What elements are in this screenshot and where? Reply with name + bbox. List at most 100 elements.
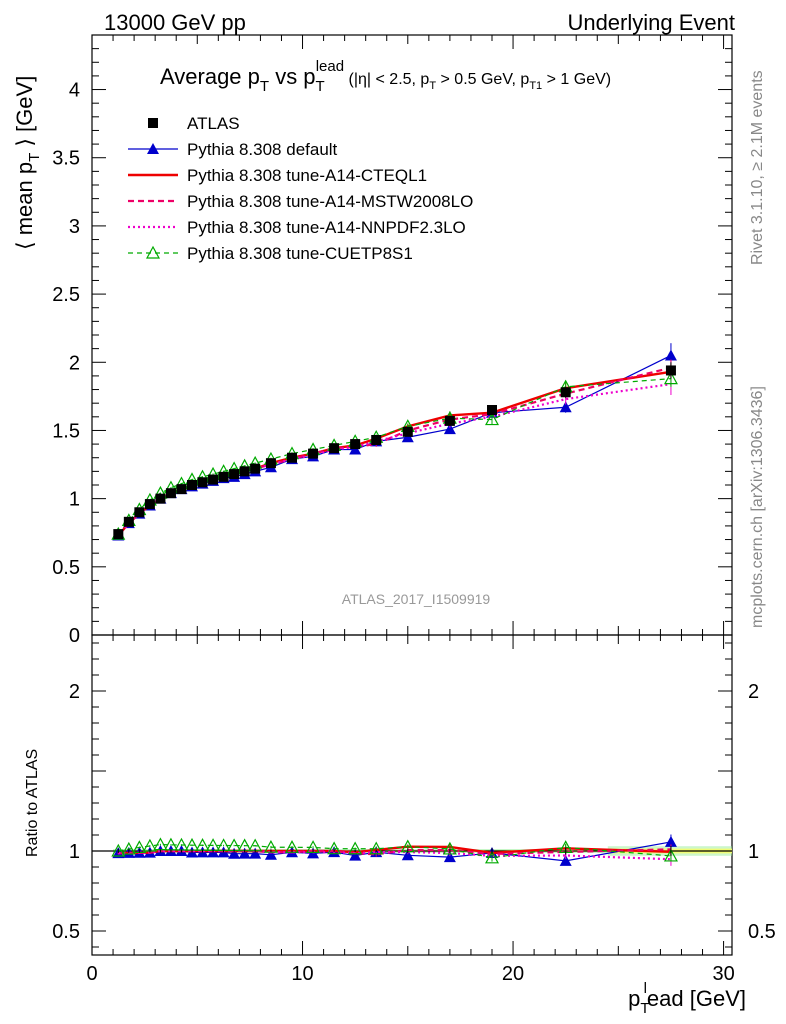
ratio-point-default — [249, 847, 262, 859]
ratio-point-cuetp — [348, 841, 363, 855]
title-vs: vs p — [269, 64, 315, 89]
title-cuts-sub2: T1 — [529, 80, 542, 92]
point-atlas — [350, 439, 361, 450]
ratio-point-default — [349, 849, 362, 861]
series-line-mstw — [117, 366, 672, 537]
point-atlas — [176, 484, 187, 495]
series-atlas — [113, 362, 676, 540]
title-cuts-post: > 1 GeV) — [542, 71, 611, 88]
y-tick-label-ratio-right: 2 — [748, 681, 759, 703]
point-atlas — [229, 469, 240, 480]
ratio-point-cuetp — [663, 848, 678, 862]
y-tick-label-main: 3 — [69, 216, 80, 238]
legend: ATLAS Pythia 8.308 default Pythia 8.308 tu… — [128, 114, 473, 263]
ratio-series-atlas — [117, 846, 672, 856]
ratio-point-cuetp — [442, 841, 457, 855]
ratio-point-cuetp — [327, 841, 342, 855]
header-right: Underlying Event — [567, 10, 735, 35]
y-tick-label-ratio-right: 1 — [748, 841, 759, 863]
point-atlas — [144, 499, 155, 510]
y-axis-label-ratio: Ratio to ATLAS — [24, 749, 41, 857]
series-cteql1 — [117, 363, 672, 537]
xlabel-pre: p — [628, 986, 640, 1011]
y-tick-label-main: 0 — [69, 625, 80, 647]
series-mstw — [117, 359, 672, 537]
axis-tick-labels: 0 10 20 30 0 0.5 1 1.5 2 2.5 3 3.5 4 0.5 0.5 1 1 2 2 — [52, 80, 776, 985]
point-atlas — [208, 474, 219, 485]
point-atlas — [165, 488, 176, 499]
point-atlas — [444, 415, 455, 426]
series-line-default — [117, 354, 672, 536]
point-atlas — [187, 480, 197, 490]
ratio-point-default — [401, 849, 414, 861]
y-tick-label-main: 2.5 — [52, 284, 80, 306]
y-tick-label-main: 1.5 — [52, 420, 80, 442]
legend-label-mstw: Pythia 8.308 tune-A14-MSTW2008LO — [187, 192, 473, 211]
point-atlas — [487, 405, 497, 415]
title-cuts-mid: > 0.5 GeV, p — [436, 71, 529, 88]
ratio-point-cuetp — [284, 840, 300, 853]
ratio-series-group — [111, 834, 678, 866]
y-tick-label-ratio: 0.5 — [52, 921, 80, 943]
title-vs-sup: lead — [316, 58, 344, 75]
y-tick-label-ratio: 2 — [69, 681, 80, 703]
y-tick-label-main: 4 — [69, 80, 80, 102]
analysis-watermark: ATLAS_2017_I1509919 — [342, 591, 491, 607]
ratio-point-default — [559, 854, 572, 866]
x-tick-label: 10 — [291, 963, 313, 985]
xlabel-post: ead [GeV] — [647, 986, 746, 1011]
point-atlas — [371, 435, 382, 445]
point-atlas — [197, 477, 208, 488]
point-atlas — [239, 466, 250, 477]
point-default — [664, 349, 677, 361]
ratio-panel-frame — [91, 634, 733, 956]
ratio-point-cuetp — [306, 840, 321, 853]
y-tick-label-ratio-right: 0.5 — [748, 921, 776, 943]
title-vs-sub: T — [316, 78, 325, 95]
point-atlas — [287, 452, 297, 463]
main-series-group — [111, 343, 678, 541]
title-main-sub: T — [260, 78, 269, 95]
header-left: 13000 GeV pp — [104, 10, 246, 35]
point-atlas — [113, 529, 124, 540]
ratio-point-default — [238, 847, 251, 859]
point-default — [559, 401, 572, 413]
ratio-point-default — [264, 848, 277, 860]
x-tick-label: 30 — [712, 963, 734, 985]
point-atlas — [308, 448, 319, 459]
legend-label-nnpdf: Pythia 8.308 tune-A14-NNPDF2.3LO — [187, 218, 466, 237]
point-atlas — [250, 463, 261, 474]
plot-title: Average pT vs pTlead (|η| < 2.5, pT > 0.… — [160, 58, 611, 95]
rivet-label: Rivet 3.1.10, ≥ 2.1M events — [749, 70, 766, 265]
ratio-point-default — [664, 835, 677, 847]
mcplots-label: mcplots.cern.ch [arXiv:1306.3436] — [749, 386, 766, 628]
title-cuts-sub1: T — [429, 80, 436, 92]
legend-label-atlas: ATLAS — [187, 114, 240, 133]
x-axis-label: pTlead [GeV] — [628, 980, 746, 1017]
point-atlas — [265, 458, 276, 469]
ylabel-sub: T — [26, 153, 43, 162]
point-default — [443, 423, 456, 435]
series-line-nnpdf — [117, 383, 672, 537]
point-cuetp — [484, 412, 500, 426]
axis-ticks — [91, 34, 732, 955]
ylabel-post: ⟩ [GeV] — [12, 76, 37, 153]
point-atlas — [665, 365, 676, 376]
y-tick-label-main: 3.5 — [52, 148, 80, 170]
point-atlas — [134, 507, 145, 518]
series-nnpdf — [117, 373, 672, 537]
point-atlas — [123, 516, 134, 527]
legend-marker-atlas — [148, 118, 158, 128]
point-atlas — [560, 387, 571, 398]
y-tick-label-ratio: 1 — [69, 841, 80, 863]
legend-label-cteql1: Pythia 8.308 tune-A14-CTEQL1 — [187, 166, 427, 185]
xlabel-sub: T — [640, 1000, 649, 1017]
series-line-cuetp — [117, 378, 671, 535]
x-tick-label: 0 — [86, 963, 97, 985]
ratio-series-cuetp — [111, 837, 678, 864]
point-atlas — [155, 493, 166, 504]
legend-label-cuetp: Pythia 8.308 tune-CUETP8S1 — [187, 244, 413, 263]
x-tick-label: 20 — [502, 963, 524, 985]
legend-marker-cuetp — [145, 245, 161, 259]
ratio-point-default — [443, 851, 456, 863]
